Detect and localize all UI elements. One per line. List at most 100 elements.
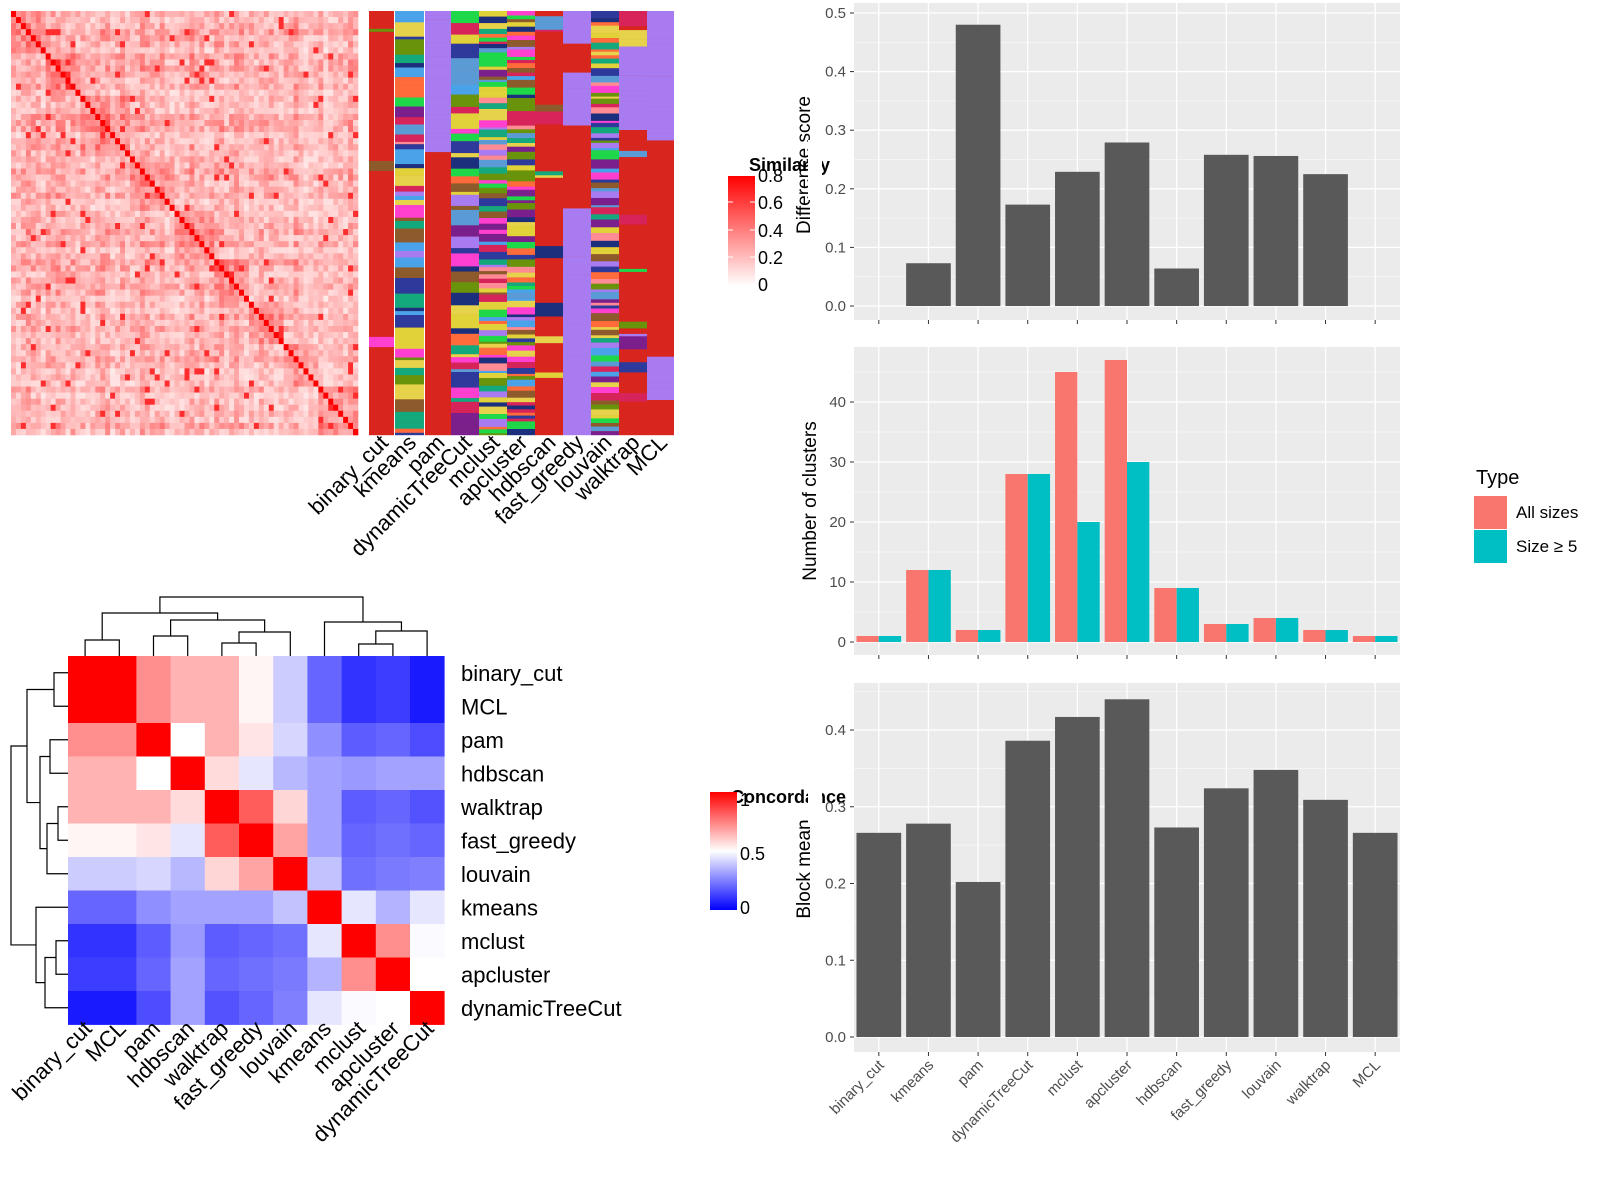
similarity-cell: [70, 84, 75, 90]
similarity-cell: [328, 278, 333, 284]
similarity-cell: [80, 290, 85, 296]
similarity-cell: [11, 362, 16, 368]
similarity-cell: [338, 53, 343, 59]
similarity-cell: [328, 187, 333, 193]
similarity-cell: [125, 168, 130, 174]
similarity-cell: [244, 35, 249, 41]
similarity-cell: [194, 417, 199, 423]
similarity-cell: [16, 423, 21, 429]
similarity-cell: [31, 411, 36, 417]
similarity-cell: [214, 253, 219, 259]
similarity-cell: [41, 138, 46, 144]
similarity-cell: [204, 132, 209, 138]
similarity-cell: [130, 144, 135, 150]
similarity-cell: [31, 126, 36, 132]
similarity-cell: [130, 241, 135, 247]
similarity-cell: [343, 290, 348, 296]
similarity-cell: [160, 187, 165, 193]
similarity-cell: [66, 290, 71, 296]
similarity-cell: [308, 29, 313, 35]
similarity-cell: [234, 368, 239, 374]
similarity-cell: [165, 229, 170, 235]
similarity-cell: [75, 229, 80, 235]
similarity-cell: [105, 84, 110, 90]
similarity-cell: [204, 429, 209, 435]
similarity-cell: [140, 156, 145, 162]
similarity-cell: [294, 229, 299, 235]
similarity-cell: [135, 356, 140, 362]
similarity-cell: [135, 229, 140, 235]
similarity-cell: [41, 181, 46, 187]
similarity-cell: [115, 59, 120, 65]
similarity-cell: [66, 302, 71, 308]
similarity-cell: [66, 223, 71, 229]
similarity-cell: [239, 247, 244, 253]
similarity-cell: [16, 84, 21, 90]
similarity-cell: [26, 344, 31, 350]
similarity-cell: [299, 78, 304, 84]
similarity-cell: [85, 423, 90, 429]
similarity-cell: [343, 35, 348, 41]
similarity-cell: [70, 199, 75, 205]
similarity-cell: [224, 132, 229, 138]
similarity-cell: [160, 78, 165, 84]
similarity-cell: [145, 84, 150, 90]
similarity-cell: [318, 235, 323, 241]
similarity-cell: [244, 114, 249, 120]
similarity-cell: [338, 271, 343, 277]
similarity-cell: [209, 47, 214, 53]
similarity-cell: [249, 126, 254, 132]
similarity-cell: [353, 59, 358, 65]
similarity-cell: [269, 29, 274, 35]
annotation-segment: [395, 135, 424, 143]
similarity-cell: [333, 181, 338, 187]
similarity-cell: [85, 247, 90, 253]
annotation-segment: [395, 200, 424, 205]
similarity-cell: [194, 108, 199, 114]
similarity-cell: [185, 296, 190, 302]
similarity-cell: [155, 423, 160, 429]
similarity-cell: [343, 162, 348, 168]
similarity-cell: [249, 114, 254, 120]
similarity-cell: [51, 11, 56, 17]
similarity-cell: [70, 41, 75, 47]
similarity-cell: [318, 126, 323, 132]
similarity-cell: [318, 17, 323, 23]
similarity-cell: [51, 393, 56, 399]
similarity-cell: [204, 199, 209, 205]
similarity-cell: [269, 278, 274, 284]
similarity-cell: [299, 356, 304, 362]
similarity-cell: [254, 162, 259, 168]
similarity-cell: [189, 193, 194, 199]
similarity-cell: [264, 423, 269, 429]
annotation-segment: [395, 294, 424, 308]
similarity-cell: [189, 259, 194, 265]
similarity-cell: [165, 96, 170, 102]
similarity-cell: [125, 114, 130, 120]
similarity-cell: [51, 150, 56, 156]
similarity-cell: [105, 132, 110, 138]
similarity-cell: [249, 96, 254, 102]
similarity-cell: [26, 247, 31, 253]
similarity-cell: [229, 320, 234, 326]
annotation-segment: [369, 110, 394, 120]
similarity-cell: [194, 368, 199, 374]
similarity-cell: [323, 23, 328, 29]
similarity-cell: [110, 108, 115, 114]
similarity-cell: [56, 96, 61, 102]
similarity-cell: [56, 114, 61, 120]
similarity-cell: [85, 144, 90, 150]
similarity-cell: [224, 302, 229, 308]
similarity-cell: [95, 374, 100, 380]
similarity-cell: [239, 211, 244, 217]
similarity-cell: [194, 320, 199, 326]
similarity-cell: [155, 23, 160, 29]
annotation-segment: [395, 315, 424, 328]
annotation-segment: [369, 119, 394, 133]
similarity-cell: [41, 162, 46, 168]
similarity-cell: [318, 78, 323, 84]
similarity-cell: [46, 387, 51, 393]
similarity-cell: [189, 90, 194, 96]
similarity-cell: [254, 90, 259, 96]
similarity-cell: [150, 405, 155, 411]
